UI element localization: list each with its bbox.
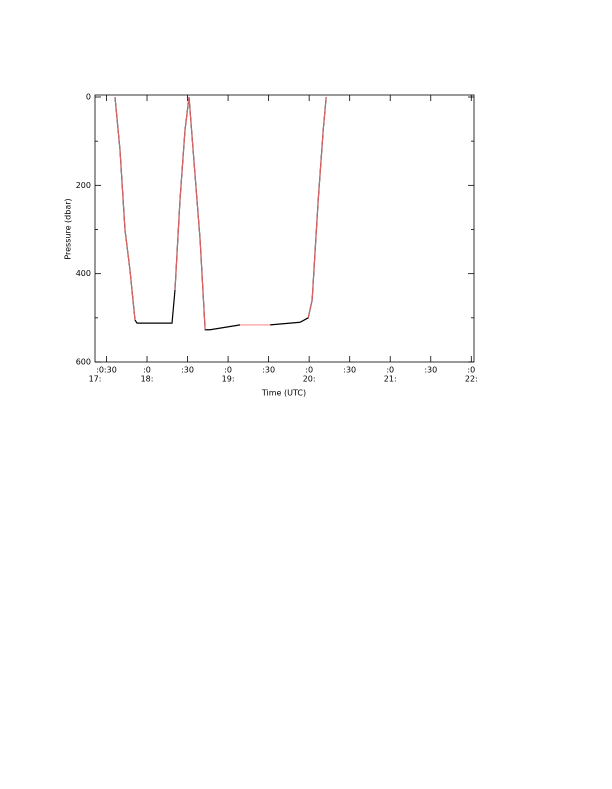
- y-tick-label: 400: [76, 269, 91, 278]
- x-hour-label: 20:: [303, 375, 316, 384]
- x-tick-label: :30: [424, 366, 437, 375]
- x-tick-label: :0: [386, 366, 394, 375]
- x-tick-label: :0: [224, 366, 232, 375]
- plot-frame: [94, 94, 475, 363]
- y-axis-label: Pressure (dbar): [64, 198, 73, 259]
- x-tick-label: :30: [181, 366, 194, 375]
- data-line: [114, 96, 327, 331]
- x-hour-label: 22:: [465, 375, 478, 384]
- x-tick-label: :30: [343, 366, 356, 375]
- data-line: [114, 96, 327, 330]
- x-tick-label: :0: [143, 366, 151, 375]
- y-tick-label: 200: [76, 181, 91, 190]
- y-tick-label: 600: [76, 358, 91, 367]
- x-tick-label: :0: [467, 366, 475, 375]
- x-hour-label: 21:: [384, 375, 397, 384]
- y-tick-label: 0: [86, 93, 91, 102]
- x-hour-label: 17:: [89, 375, 102, 384]
- x-tick-label: :0: [305, 366, 313, 375]
- x-axis-label: Time (UTC): [261, 389, 306, 398]
- x-tick-label: :0:30: [96, 366, 117, 375]
- x-tick-label: :30: [262, 366, 275, 375]
- x-hour-label: 18:: [141, 375, 154, 384]
- x-hour-label: 19:: [222, 375, 235, 384]
